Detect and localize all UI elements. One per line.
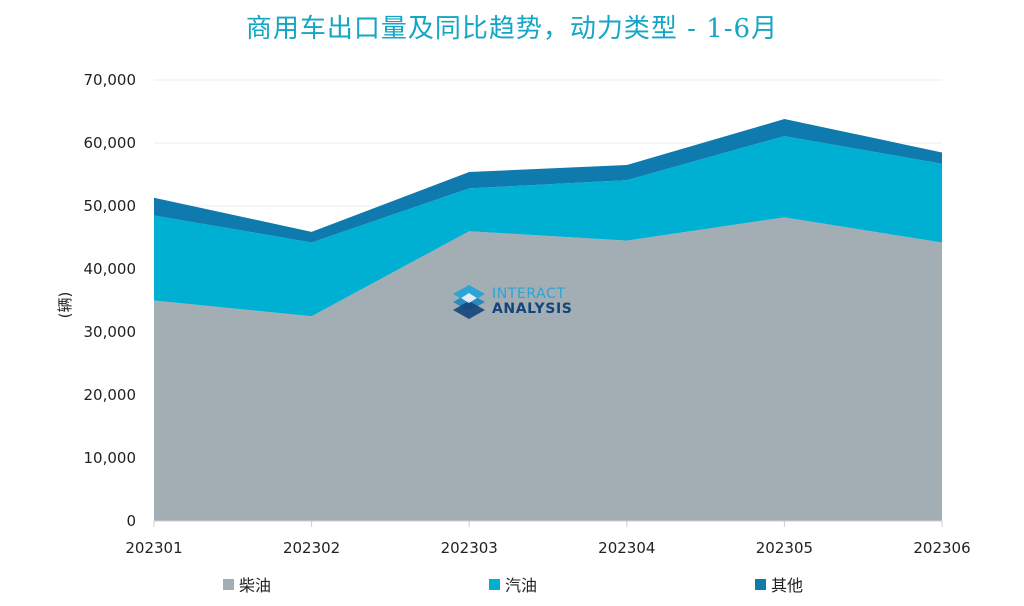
logo-text-interact: INTERACT xyxy=(492,286,566,302)
area-series-1 xyxy=(154,217,942,521)
y-axis-label: (辆) xyxy=(56,292,74,319)
x-tick-labels: 202301 202302 202303 202304 202305 202306 xyxy=(125,539,970,557)
legend-label-gasoline: 汽油 xyxy=(505,576,538,595)
chart-title: 商用车出口量及同比趋势，动力类型 - 1-6月 xyxy=(245,14,779,44)
x-tick-label: 202302 xyxy=(283,539,340,557)
x-tick-label: 202304 xyxy=(598,539,655,557)
y-tick-label: 30,000 xyxy=(84,323,137,341)
area-series-3 xyxy=(154,119,942,243)
interact-analysis-logo-icon xyxy=(453,285,485,319)
logo-text-analysis: ANALYSIS xyxy=(492,301,573,317)
legend-label-other: 其他 xyxy=(771,576,804,595)
area-series xyxy=(154,119,942,521)
x-tick-label: 202303 xyxy=(441,539,498,557)
legend-swatch-gasoline xyxy=(489,578,500,590)
y-tick-label: 40,000 xyxy=(84,260,137,278)
legend-label-diesel: 柴油 xyxy=(239,576,272,595)
area-series-2 xyxy=(154,136,942,317)
legend-swatch-diesel xyxy=(223,578,234,590)
y-tick-label: 20,000 xyxy=(84,386,137,404)
watermark-logo: INTERACT ANALYSIS xyxy=(452,284,572,320)
y-tick-label: 50,000 xyxy=(84,197,137,215)
legend-item-diesel: 柴油 xyxy=(223,572,271,596)
y-tick-label: 0 xyxy=(126,512,136,530)
y-tick-label: 60,000 xyxy=(84,134,137,152)
x-tick-label: 202301 xyxy=(125,539,182,557)
y-tick-label: 70,000 xyxy=(84,71,137,89)
y-tick-labels: 0 10,000 20,000 30,000 40,000 50,000 60,000 70,… xyxy=(84,71,137,530)
x-tick-label: 202306 xyxy=(913,539,970,557)
legend-item-other: 其他 xyxy=(755,572,803,596)
axes xyxy=(153,520,943,527)
y-tick-label: 10,000 xyxy=(84,449,137,467)
legend-swatch-other xyxy=(755,578,766,590)
x-tick-label: 202305 xyxy=(756,539,813,557)
legend-item-gasoline: 汽油 xyxy=(489,572,537,596)
legend: 柴油 汽油 其他 xyxy=(0,572,1024,596)
